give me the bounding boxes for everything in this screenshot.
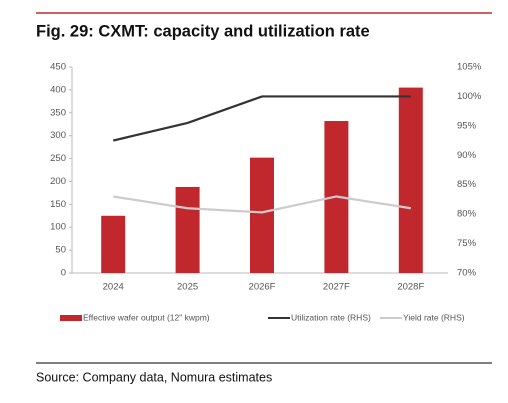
- y2-tick-label: 100%: [457, 91, 482, 102]
- y2-tick-label: 75%: [457, 238, 477, 249]
- x-tick-label: 2028F: [397, 282, 424, 293]
- bar: [175, 186, 200, 273]
- y2-tick-label: 90%: [457, 150, 477, 161]
- y-tick-label: 400: [50, 84, 66, 95]
- y-tick-label: 350: [50, 107, 66, 118]
- line: [112, 95, 411, 142]
- bar: [250, 157, 274, 273]
- bar: [398, 87, 423, 273]
- y-tick-label: 450: [50, 62, 66, 73]
- y2-tick-label: 105%: [457, 62, 482, 73]
- y-tick-label: 150: [50, 199, 66, 210]
- x-tick-label: 2027F: [323, 282, 350, 293]
- y-tick-label: 100: [50, 222, 66, 233]
- bar: [101, 215, 126, 273]
- y2-tick-label: 70%: [457, 268, 477, 279]
- legend-swatch: [60, 315, 82, 321]
- legend-label: Utilization rate (RHS): [291, 312, 371, 322]
- x-tick-label: 2025: [177, 282, 198, 293]
- y-tick-label: 50: [55, 245, 66, 256]
- y-tick-label: 300: [50, 130, 66, 141]
- y2-tick-label: 80%: [457, 209, 477, 220]
- x-tick-label: 2024: [103, 282, 124, 293]
- y-tick-label: 0: [61, 268, 66, 279]
- y-tick-label: 250: [50, 153, 66, 164]
- y2-tick-label: 95%: [457, 120, 477, 131]
- chart-title: Fig. 29: CXMT: capacity and utilization …: [36, 22, 370, 40]
- y2-tick-label: 85%: [457, 179, 477, 190]
- legend-label: Effective wafer output (12" kwpm): [83, 312, 210, 322]
- x-tick-label: 2026F: [249, 282, 276, 293]
- y-tick-label: 200: [50, 176, 66, 187]
- line: [113, 195, 411, 214]
- legend-label: Yield rate (RHS): [403, 312, 465, 322]
- source: Source: Company data, Nomura estimates: [36, 370, 272, 384]
